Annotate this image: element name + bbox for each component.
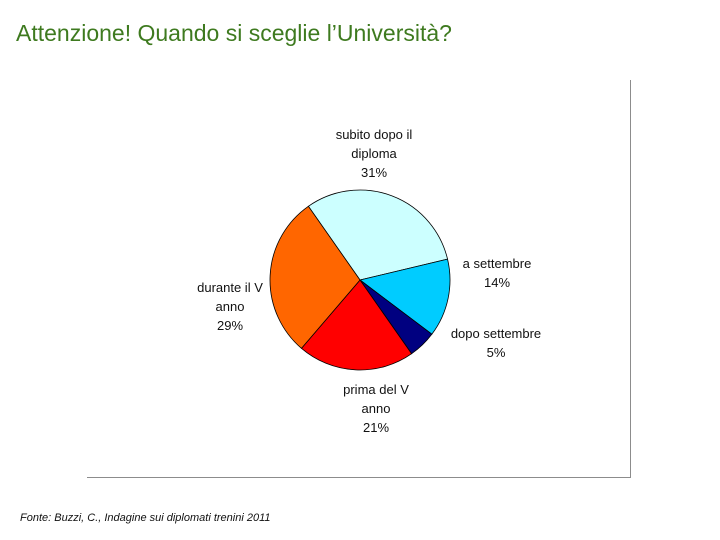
slice-percentage: 14% <box>484 275 510 290</box>
slice-label: subito dopo il diploma 31% <box>336 127 413 180</box>
slice-percentage: 31% <box>361 165 387 180</box>
slice-label: durante il V anno 29% <box>197 280 263 333</box>
pie-slice <box>269 205 361 349</box>
slice-label-line: a settembre <box>463 256 532 271</box>
labels-layer: subito dopo il diploma 31% a settembre 14% do… <box>197 127 541 435</box>
pie-slice <box>307 189 449 281</box>
slices-layer <box>269 189 451 371</box>
slice-label: dopo settembre 5% <box>451 326 541 360</box>
slice-label-line: subito dopo il <box>336 127 413 142</box>
slice-label-line: dopo settembre <box>451 326 541 341</box>
slice-label-line: anno <box>362 401 391 416</box>
source-footnote: Fonte: Buzzi, C., Indagine sui diplomati… <box>20 512 271 524</box>
slice-percentage: 21% <box>363 420 389 435</box>
slice-percentage: 29% <box>217 318 243 333</box>
slide-title: Attenzione! Quando si sceglie l’Universi… <box>16 20 452 46</box>
slice-label-line: prima del V <box>343 382 409 397</box>
pie-slice <box>359 258 451 335</box>
pie-slice <box>300 279 413 371</box>
slice-percentage: 5% <box>487 345 506 360</box>
chart-frame <box>87 80 631 478</box>
slice-label-line: diploma <box>351 146 397 161</box>
slice-label-line: anno <box>216 299 245 314</box>
slice-label: prima del V anno 21% <box>343 382 409 435</box>
slice-label-line: durante il V <box>197 280 263 295</box>
slice-label: a settembre 14% <box>463 256 532 290</box>
